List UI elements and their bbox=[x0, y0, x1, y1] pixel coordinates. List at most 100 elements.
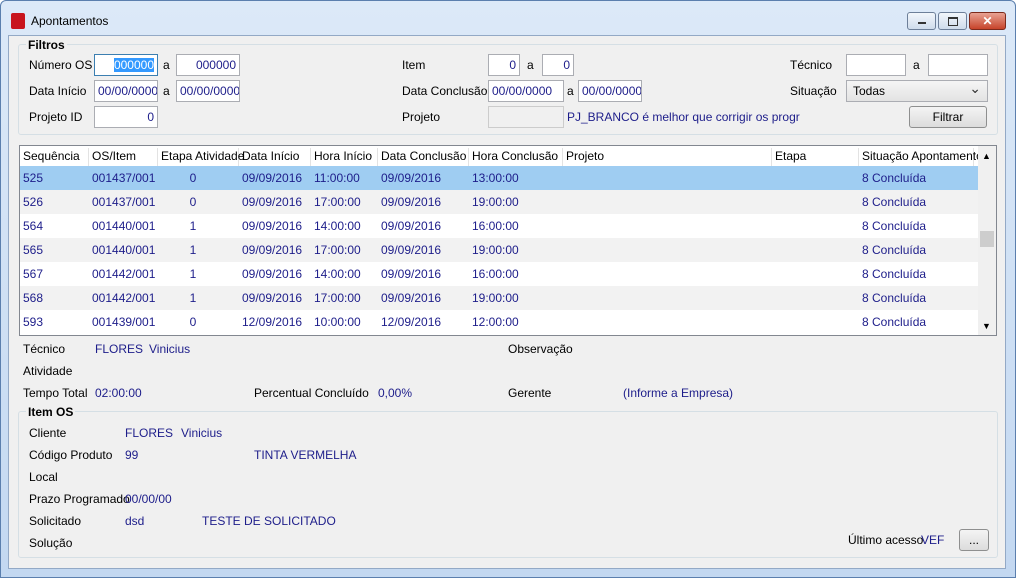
scroll-down: ▼ bbox=[982, 321, 991, 331]
field-label: Gerente bbox=[508, 386, 552, 400]
field-value: Vinicius bbox=[149, 342, 191, 356]
table-cell: 001437/001 bbox=[92, 195, 156, 209]
table-cell: 8 Concluída bbox=[862, 267, 927, 281]
field-value: 99 bbox=[125, 448, 139, 462]
field-value: FLORES bbox=[95, 342, 144, 356]
table-cell: 19:00:00 bbox=[472, 243, 519, 257]
text-input[interactable]: 00/00/0000 bbox=[176, 80, 240, 102]
filters-group bbox=[18, 44, 998, 135]
table-cell: 8 Concluída bbox=[862, 171, 927, 185]
field-label: Data Início bbox=[29, 84, 87, 98]
table-cell: 09/09/2016 bbox=[242, 195, 303, 209]
text-input[interactable]: 000000 bbox=[176, 54, 240, 76]
text-input[interactable]: 0 bbox=[94, 106, 158, 128]
table-cell: 09/09/2016 bbox=[242, 171, 303, 185]
table-cell: 09/09/2016 bbox=[381, 291, 442, 305]
table-cell: 001437/001 bbox=[92, 171, 156, 185]
field-label: Local bbox=[29, 470, 58, 484]
window-title: Apontamentos bbox=[31, 14, 109, 28]
table-cell: 19:00:00 bbox=[472, 291, 519, 305]
table-cell: 17:00:00 bbox=[314, 195, 361, 209]
table-row[interactable] bbox=[20, 190, 978, 214]
table-row[interactable] bbox=[20, 214, 978, 238]
table-cell: 565 bbox=[23, 243, 44, 257]
table-row[interactable] bbox=[20, 286, 978, 310]
table-cell: 13:00:00 bbox=[472, 171, 519, 185]
more-button[interactable]: ... bbox=[959, 529, 989, 551]
field-label: Percentual Concluído bbox=[254, 386, 369, 400]
column-header[interactable]: Hora Conclusão bbox=[469, 148, 563, 166]
column-header[interactable]: Data Conclusão bbox=[378, 148, 469, 166]
table-cell: 12/09/2016 bbox=[381, 315, 442, 329]
filters-title: Filtros bbox=[26, 37, 67, 53]
table-cell: 568 bbox=[23, 291, 44, 305]
field-label: Técnico bbox=[23, 342, 66, 356]
field-value: 00/00/00 bbox=[125, 492, 172, 506]
field-label: Número OS bbox=[29, 58, 93, 72]
column-header[interactable]: Etapa Atividade bbox=[158, 148, 244, 166]
table-row[interactable] bbox=[20, 262, 978, 286]
table-cell: 001442/001 bbox=[92, 267, 156, 281]
project-note: PJ_BRANCO é melhor que corrigir os progr bbox=[567, 110, 800, 124]
field-value: Vinicius bbox=[181, 426, 223, 440]
table-row[interactable] bbox=[20, 238, 978, 262]
item-os-title: Item OS bbox=[26, 404, 76, 420]
table-cell: 14:00:00 bbox=[314, 267, 361, 281]
text-input[interactable]: 00/00/0000 bbox=[94, 80, 158, 102]
table-cell: 1 bbox=[189, 243, 197, 257]
combo-box[interactable]: Todas ⌄ bbox=[846, 80, 988, 102]
table-cell: 12:00:00 bbox=[472, 315, 519, 329]
maximize-button[interactable] bbox=[938, 12, 967, 30]
column-header[interactable]: Etapa bbox=[772, 148, 859, 166]
table-cell: 8 Concluída bbox=[862, 195, 927, 209]
item-os-group bbox=[18, 411, 998, 558]
table-cell: 567 bbox=[23, 267, 44, 281]
table-cell: 14:00:00 bbox=[314, 219, 361, 233]
close-button[interactable]: ✕ bbox=[969, 12, 1006, 30]
field-label: Prazo Programado bbox=[29, 492, 130, 506]
field-value: 0,00% bbox=[378, 386, 413, 400]
field-label: Último acesso bbox=[848, 533, 924, 547]
column-header[interactable]: OS/Item bbox=[89, 148, 158, 166]
table-row[interactable] bbox=[20, 166, 978, 190]
filter-button[interactable]: Filtrar bbox=[909, 106, 987, 128]
table-cell: 09/09/2016 bbox=[381, 243, 442, 257]
table-cell: 09/09/2016 bbox=[381, 219, 442, 233]
table-cell: 09/09/2016 bbox=[242, 291, 303, 305]
column-header[interactable]: Sequência bbox=[20, 148, 89, 166]
column-header[interactable]: Data Início bbox=[239, 148, 311, 166]
table-cell: 8 Concluída bbox=[862, 315, 927, 329]
minimize-button[interactable] bbox=[907, 12, 936, 30]
table-row[interactable] bbox=[20, 310, 978, 334]
column-header[interactable]: Projeto bbox=[563, 148, 772, 166]
field-value: TESTE DE SOLICITADO bbox=[202, 514, 336, 528]
field-label: Tempo Total bbox=[23, 386, 88, 400]
table-cell: 09/09/2016 bbox=[242, 219, 303, 233]
table-cell: 09/09/2016 bbox=[381, 195, 442, 209]
table-cell: 11:00:00 bbox=[314, 171, 360, 185]
text-input[interactable]: 00/00/0000 bbox=[578, 80, 642, 102]
scrollbar-thumb[interactable] bbox=[980, 231, 994, 247]
table-cell: 16:00:00 bbox=[472, 219, 519, 233]
selected-text: 000000 bbox=[113, 58, 154, 72]
text-input[interactable] bbox=[846, 54, 906, 76]
text-input[interactable]: 0 bbox=[542, 54, 574, 76]
separator: a bbox=[913, 58, 920, 72]
table-cell: 8 Concluída bbox=[862, 291, 927, 305]
text-input[interactable]: 0 bbox=[488, 54, 520, 76]
text-input[interactable] bbox=[488, 106, 564, 128]
table-cell: 001440/001 bbox=[92, 219, 156, 233]
table-cell: 09/09/2016 bbox=[381, 267, 442, 281]
table-cell: 19:00:00 bbox=[472, 195, 519, 209]
text-input[interactable]: 00/00/0000 bbox=[488, 80, 564, 102]
text-input[interactable] bbox=[928, 54, 988, 76]
table-cell: 1 bbox=[189, 291, 197, 305]
column-header[interactable]: Situação Apontamento bbox=[859, 148, 983, 166]
table-cell: 593 bbox=[23, 315, 44, 329]
field-value: dsd bbox=[125, 514, 145, 528]
text-input[interactable]: 000000 bbox=[94, 54, 158, 76]
column-header[interactable]: Hora Início bbox=[311, 148, 378, 166]
table-cell: 001439/001 bbox=[92, 315, 156, 329]
table-cell: 1 bbox=[189, 219, 197, 233]
table-cell: 09/09/2016 bbox=[381, 171, 442, 185]
